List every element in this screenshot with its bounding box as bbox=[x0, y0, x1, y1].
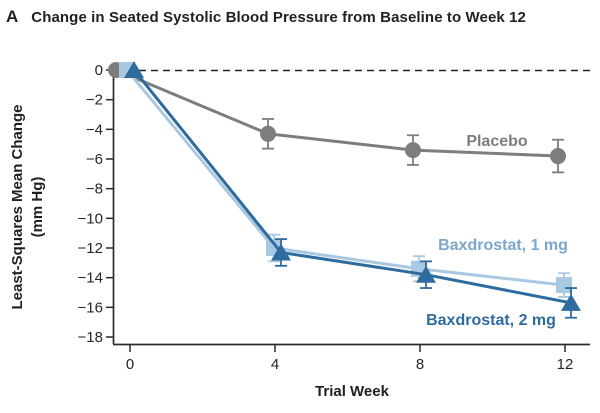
y-tick-label: −12 bbox=[78, 240, 103, 257]
x-tick-label: 12 bbox=[557, 356, 574, 373]
series-line-baxdrostat-1mg bbox=[125, 68, 566, 287]
y-axis-label-line1: Least-Squares Mean Change bbox=[9, 104, 26, 310]
x-tick-label: 0 bbox=[126, 356, 134, 373]
y-tick-label: −14 bbox=[78, 270, 103, 287]
figure-header: A Change in Seated Systolic Blood Pressu… bbox=[6, 7, 526, 27]
marker-triangle-baxdrostat-2mg bbox=[124, 61, 144, 78]
y-tick-label: −16 bbox=[78, 299, 103, 316]
marker-triangle-baxdrostat-2mg bbox=[416, 265, 436, 283]
marker-circle-placebo bbox=[550, 148, 566, 165]
marker-circle-placebo bbox=[260, 125, 276, 142]
marker-square-baxdrostat-1mg bbox=[556, 277, 572, 294]
y-tick-label: −4 bbox=[86, 121, 103, 138]
y-tick-label: −8 bbox=[86, 181, 103, 198]
y-tick-label: −10 bbox=[78, 210, 103, 227]
y-axis-label-units: (mm Hg) bbox=[29, 176, 46, 238]
x-tick-label: 8 bbox=[416, 356, 424, 373]
y-tick-label: −2 bbox=[86, 92, 103, 109]
marker-triangle-baxdrostat-2mg bbox=[561, 293, 581, 311]
y-tick-label: 0 bbox=[95, 62, 103, 79]
panel-label: A bbox=[6, 7, 19, 26]
y-axis-label: Least-Squares Mean Change (mm Hg) bbox=[8, 57, 50, 357]
marker-circle-placebo bbox=[405, 142, 421, 159]
figure-title: Change in Seated Systolic Blood Pressure… bbox=[31, 9, 526, 26]
x-tick-label: 4 bbox=[271, 356, 279, 373]
series-label-placebo: Placebo bbox=[466, 133, 528, 150]
series-line-placebo bbox=[114, 68, 560, 158]
series-label-baxdrostat-2mg: Baxdrostat, 2 mg bbox=[426, 312, 556, 329]
marker-triangle-baxdrostat-2mg bbox=[271, 243, 291, 261]
series-line-baxdrostat-2mg bbox=[132, 68, 573, 305]
y-tick-label: −6 bbox=[86, 151, 103, 168]
y-tick-label: −18 bbox=[78, 329, 103, 346]
series-label-baxdrostat-1mg: Baxdrostat, 1 mg bbox=[438, 237, 568, 254]
x-axis-label: Trial Week bbox=[315, 383, 389, 400]
